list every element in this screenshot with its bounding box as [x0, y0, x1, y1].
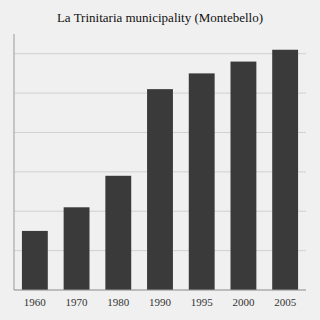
background	[0, 0, 320, 320]
chart-container: 1960 1970 1980 1990 1995 2000 2005 La Trinitari…	[0, 0, 320, 320]
bar	[230, 62, 256, 290]
x-tick-label: 1960	[24, 296, 47, 308]
grid	[14, 54, 306, 290]
grid-line	[14, 290, 306, 291]
bar	[105, 176, 131, 290]
x-tick-label: 1995	[191, 296, 214, 308]
x-tick-label: 1970	[66, 296, 89, 308]
bar	[22, 231, 48, 290]
chart: 1960 1970 1980 1990 1995 2000 2005 La Trinitari…	[0, 0, 320, 320]
bar	[64, 207, 90, 290]
title: La Trinitaria municipality (Montebello)	[57, 10, 263, 25]
x-tick-label: 2005	[274, 296, 297, 308]
grid-line	[14, 53, 306, 54]
y-axis-line	[14, 34, 15, 290]
x-tick-label: 1980	[107, 296, 130, 308]
bar	[189, 73, 215, 290]
bar	[147, 89, 173, 290]
x-tick-label: 1990	[149, 296, 172, 308]
x-tick-label: 2000	[232, 296, 255, 308]
bars	[22, 50, 298, 290]
bar	[272, 50, 298, 290]
x-axis-line	[14, 290, 306, 291]
